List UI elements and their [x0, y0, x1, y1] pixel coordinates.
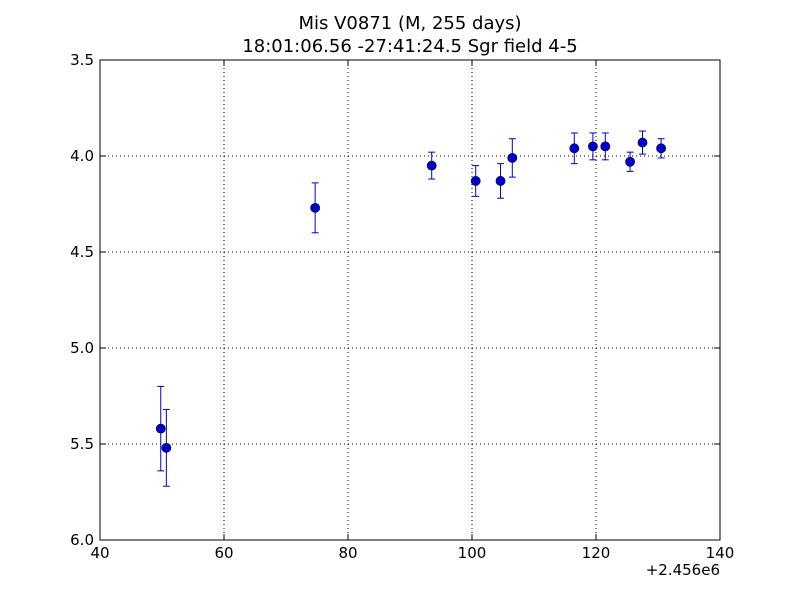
y-tick-label: 5.0 — [70, 339, 94, 357]
y-tick-label: 3.5 — [70, 51, 94, 69]
data-point — [155, 423, 166, 434]
data-point — [588, 141, 598, 152]
plot-frame — [99, 59, 721, 541]
data-point — [495, 176, 506, 186]
chart-title-line-1: Mis V0871 (M, 255 days) — [298, 13, 521, 34]
x-tick-label: 100 — [458, 544, 487, 562]
data-point — [656, 143, 666, 154]
data-point — [600, 141, 611, 152]
y-tick-label: 6.0 — [70, 531, 94, 549]
data-point — [637, 137, 648, 148]
x-tick-label: 80 — [338, 544, 357, 562]
data-point — [507, 153, 518, 163]
data-series — [155, 130, 666, 487]
x-tick-label: 40 — [90, 544, 109, 562]
chart-title-line-2: 18:01:06.56 -27:41:24.5 Sgr field 4-5 — [242, 36, 577, 57]
data-point — [569, 143, 580, 154]
data-point — [625, 156, 635, 167]
y-tick-label: 4.5 — [70, 243, 94, 261]
grid-lines — [100, 60, 720, 540]
tick-labels: 40 60 80 100 120 140 3.5 4.0 4.5 5.0 5.5 6.0 — [70, 51, 734, 562]
x-offset-label: +2.456e6 — [646, 561, 720, 579]
data-point — [470, 176, 481, 186]
x-tick-label: 120 — [582, 544, 611, 562]
x-tick-label: 140 — [706, 544, 735, 562]
data-point — [426, 160, 437, 171]
data-point — [310, 202, 321, 213]
data-point — [161, 442, 172, 453]
y-tick-label: 4.0 — [70, 147, 94, 165]
y-tick-label: 5.5 — [70, 435, 94, 453]
x-tick-label: 60 — [214, 544, 233, 562]
